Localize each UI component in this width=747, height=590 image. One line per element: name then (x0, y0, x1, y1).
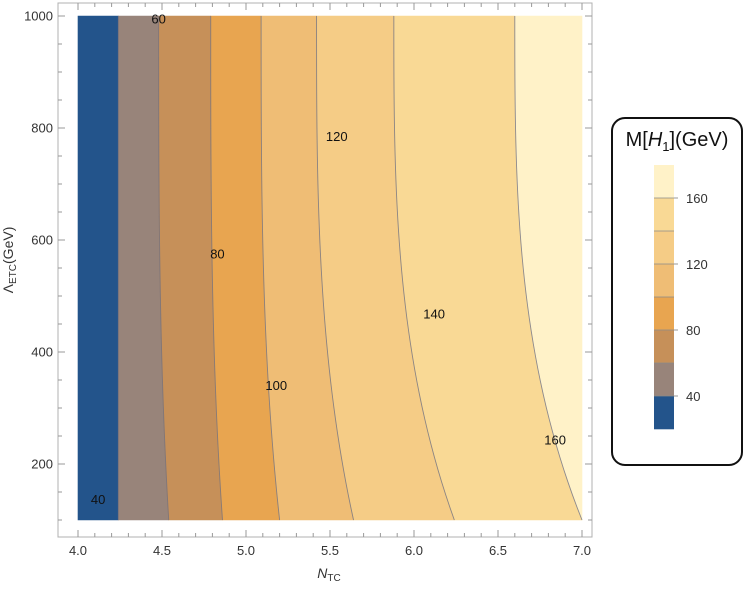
contour-line-80 (210, 16, 223, 521)
legend-tick-label: 160 (686, 191, 708, 206)
contour-label-120: 120 (326, 129, 348, 144)
x-tick-label: 6.5 (489, 543, 507, 558)
legend-box: M[H1](GeV) 40 80 120 160 (611, 117, 743, 466)
x-tick-label: 7.0 (573, 543, 591, 558)
legend-swatch-160-180 (654, 165, 674, 199)
legend-swatch-60-80 (654, 330, 674, 364)
contour-line-140 (393, 16, 455, 521)
y-axis-title: ΛETC(GeV) (0, 227, 19, 294)
contour-label-40: 40 (91, 492, 105, 507)
axis-ticks: 4.0 4.5 5.0 5.5 6.0 6.5 7.0 200 400 600 800 1000 (24, 3, 592, 558)
x-tick-label: 4.0 (69, 543, 87, 558)
contour-line-100 (260, 16, 281, 521)
x-tick-label: 6.0 (405, 543, 423, 558)
x-tick-label: 4.5 (153, 543, 171, 558)
contour-label-60: 60 (151, 11, 165, 26)
contour-line-60 (158, 16, 170, 521)
contour-lines (117, 16, 583, 521)
contour-bands (77, 15, 583, 521)
x-tick-label: 5.0 (237, 543, 255, 558)
y-tick-label: 600 (31, 233, 53, 248)
y-tick-label: 1000 (24, 9, 53, 24)
legend-colorbar: 40 80 120 160 (654, 165, 708, 430)
legend-swatch-20-40 (654, 396, 674, 430)
contour-band-20-40 (77, 15, 119, 521)
legend-swatch-100-120 (654, 264, 674, 298)
contour-label-160: 160 (544, 432, 566, 447)
legend-swatch-120-140 (654, 231, 674, 265)
legend-title: M[H1](GeV) (625, 129, 729, 154)
legend-tick-label: 80 (686, 323, 700, 338)
contour-label-140: 140 (423, 306, 445, 321)
legend-swatch-40-60 (654, 363, 674, 397)
legend-tick-label: 120 (686, 257, 708, 272)
contour-line-160 (514, 16, 583, 521)
x-tick-label: 5.5 (321, 543, 339, 558)
y-tick-label: 400 (31, 345, 53, 360)
y-tick-label: 800 (31, 121, 53, 136)
contour-line-120 (316, 16, 354, 521)
legend-tick-label: 40 (686, 389, 700, 404)
legend-swatch-80-100 (654, 297, 674, 331)
contour-label-80: 80 (210, 247, 224, 262)
x-axis-title: NTC (317, 565, 340, 584)
legend-swatch-140-160 (654, 198, 674, 232)
contour-label-100: 100 (265, 378, 287, 393)
y-tick-label: 200 (31, 457, 53, 472)
contour-labels: 40 60 80 100 120 140 160 (91, 11, 566, 506)
